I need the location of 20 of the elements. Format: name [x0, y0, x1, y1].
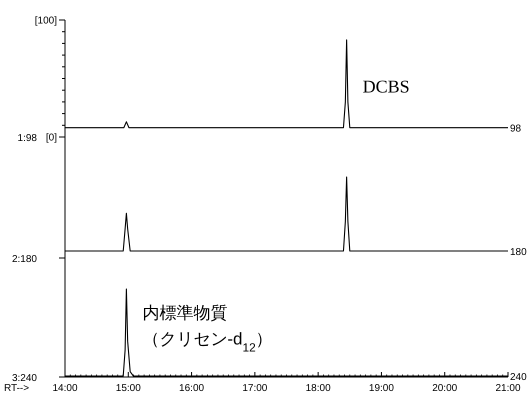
- x-tick-label: 15:00: [116, 383, 142, 394]
- text: 180: [510, 247, 528, 258]
- x-axis-title: RT-->: [4, 383, 30, 394]
- y-tick-label: [0]: [46, 132, 58, 144]
- text: 1:98: [18, 133, 38, 144]
- x-tick-label: 18:00: [306, 383, 332, 394]
- text: 3:240: [12, 373, 38, 384]
- x-tick-label: 17:00: [242, 383, 268, 394]
- x-tick-label: 16:00: [179, 383, 205, 394]
- text: 2:180: [12, 254, 38, 265]
- text: 98: [510, 124, 522, 135]
- annotation: DCBS: [362, 76, 410, 96]
- annotation: （クリセン-d$_{12}$）: [142, 330, 273, 354]
- x-tick-label: 19:00: [368, 383, 394, 394]
- y-tick-label: [100]: [34, 16, 58, 26]
- x-tick-label: 20:00: [432, 383, 458, 394]
- x-tick-label: 21:00: [495, 383, 521, 394]
- annotation: 内標準物質: [142, 304, 228, 322]
- x-tick-label: 14:00: [52, 383, 78, 394]
- text: 240: [510, 372, 528, 383]
